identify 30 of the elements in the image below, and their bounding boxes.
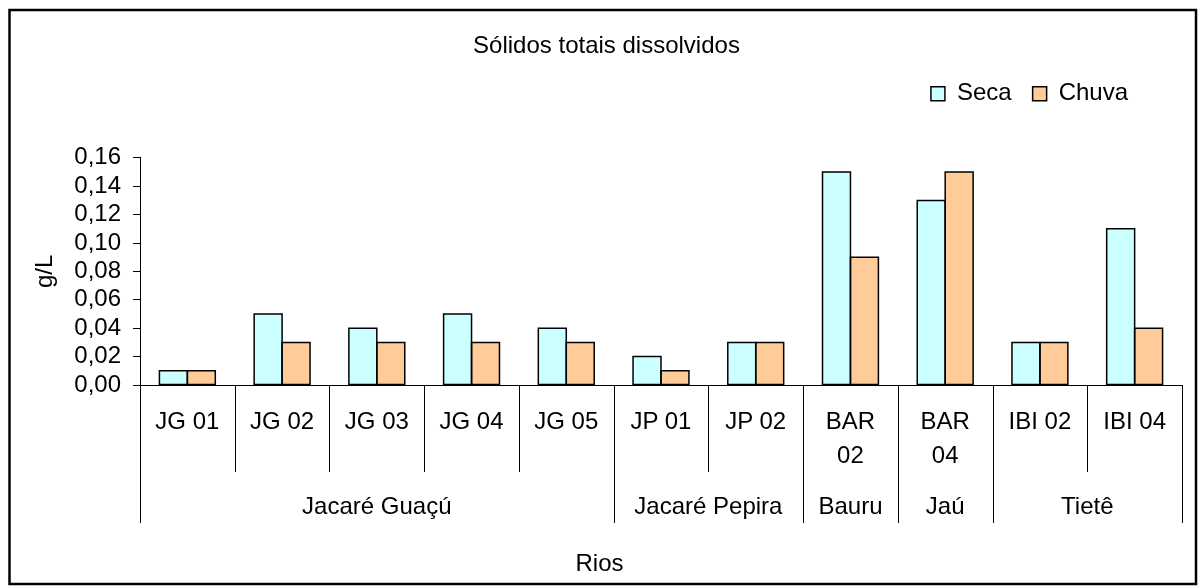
x-tick-label: JG 05 [534,406,599,434]
x-tick-label: JP 02 [725,406,787,434]
y-tick-label: 0,02 [74,341,121,369]
x-tick-label: IBI 04 [1103,406,1166,434]
text: Jacaré Pepira [634,491,784,519]
y-tick-label: 0,06 [74,284,121,312]
y-tick-label: 0,16 [74,142,121,170]
y-tick-label: 0,14 [74,170,121,198]
y-tick-label: 0,08 [74,256,121,284]
x-tick-label: JG 02 [250,406,315,434]
chart-title: Sólidos totais dissolvidos [473,31,740,59]
x-tick-label: JG 03 [344,406,409,434]
y-tick-label: 0,12 [74,199,121,227]
x-tick-label: BAR 02 [825,406,876,468]
text: Jacaré Guaçú [302,491,452,519]
y-tick-label: 0,00 [74,369,121,397]
y-axis-title: g/L [30,254,58,289]
x-tick-label: JG 01 [155,406,220,434]
x-tick-label: JG 04 [439,406,504,434]
x-tick-label: IBI 02 [1008,406,1072,434]
legend-label: Seca [956,78,1013,106]
x-tick-label: JP 01 [630,406,692,434]
y-tick-label: 0,10 [74,227,121,255]
text: Bauru [818,491,883,519]
legend-label: Chuva [1058,78,1129,106]
x-tick-label: BAR 04 [920,406,970,468]
y-tick-label: 0,04 [74,312,121,340]
text: Jaú [925,491,965,519]
text: Tietê [1061,491,1114,519]
x-axis-title: Rios [575,548,624,576]
